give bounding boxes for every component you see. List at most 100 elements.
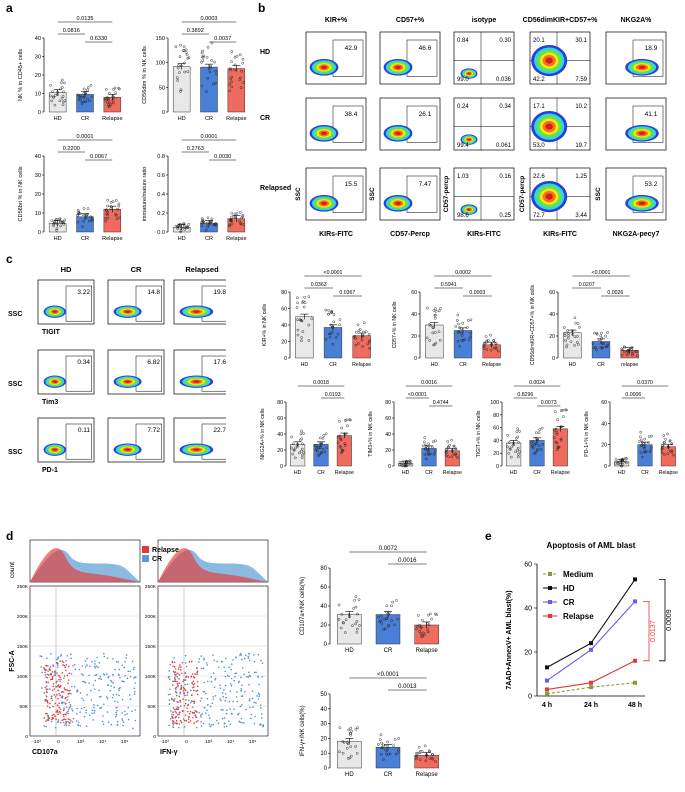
data-point — [90, 95, 94, 99]
event-cr — [56, 658, 58, 661]
event-cr — [205, 712, 207, 714]
data-point — [105, 100, 109, 104]
x-tick-label: CR — [597, 362, 605, 368]
y-axis-label: 7AAD+AnnexV+ AML blast(%) — [506, 590, 513, 689]
data-point — [536, 438, 539, 442]
data-point — [210, 59, 213, 62]
bar-hd — [172, 66, 191, 113]
event-cr — [92, 684, 95, 686]
event-relapse — [47, 714, 49, 717]
data-point — [397, 737, 400, 740]
data-point — [90, 216, 94, 219]
event-relapse — [66, 674, 69, 677]
event-cr — [244, 654, 247, 657]
data-point — [456, 339, 460, 343]
event-cr — [247, 676, 250, 678]
data-point — [637, 440, 641, 443]
event-cr — [93, 712, 95, 714]
data-point — [438, 338, 442, 342]
data-point — [51, 95, 55, 99]
data-point — [421, 444, 425, 448]
gate-percentage: 0.11 — [78, 427, 91, 434]
event-cr — [209, 705, 212, 708]
event-cr — [41, 687, 43, 689]
data-point — [319, 451, 323, 455]
significance-bracket — [643, 601, 650, 662]
event-cr — [235, 696, 238, 698]
event-relapse — [174, 708, 176, 711]
data-point — [418, 624, 421, 627]
y-tick-label: 40 — [385, 432, 391, 438]
data-point — [507, 441, 511, 444]
event-cr — [219, 684, 221, 686]
data-point — [59, 87, 63, 91]
event-cr — [94, 674, 96, 677]
event-cr — [111, 673, 114, 676]
data-point — [563, 332, 567, 335]
event-relapse — [197, 720, 199, 722]
data-point — [202, 54, 206, 58]
flow-row-label: Relapsed — [260, 185, 291, 192]
event-cr — [86, 694, 88, 696]
data-point — [52, 221, 56, 225]
event-cr — [207, 703, 209, 706]
data-point — [620, 464, 624, 468]
data-point — [345, 424, 349, 428]
data-point — [642, 450, 646, 454]
event-cr — [73, 685, 76, 688]
panel-label-c: c — [6, 252, 13, 266]
data-point — [179, 229, 183, 232]
event-cr — [70, 692, 72, 695]
event-cr — [116, 724, 118, 726]
gate-percentage: 26.1 — [419, 111, 432, 118]
data-point — [432, 309, 436, 312]
event-relapse — [172, 720, 175, 723]
data-point — [76, 220, 80, 224]
event-relapse — [57, 684, 59, 687]
data-point — [368, 339, 371, 343]
data-point — [434, 612, 437, 616]
event-cr — [106, 697, 109, 700]
event-cr — [212, 698, 215, 701]
data-point — [384, 744, 387, 748]
data-point — [300, 429, 303, 433]
series-point-hd — [589, 641, 593, 646]
event-cr — [214, 694, 217, 697]
event-relapse — [45, 664, 47, 667]
data-point — [341, 621, 345, 624]
flow-gate — [406, 39, 438, 77]
event-cr — [132, 668, 135, 671]
data-point — [401, 464, 404, 467]
event-relapse — [63, 687, 66, 689]
event-relapse — [179, 691, 182, 694]
flow-plot-frame — [379, 31, 441, 85]
data-point — [384, 752, 388, 756]
data-point — [378, 738, 382, 741]
y-tick-label: 20 — [281, 340, 287, 346]
data-point — [84, 92, 87, 96]
event-relapse — [57, 713, 59, 716]
event-relapse — [179, 669, 182, 671]
event-cr — [261, 713, 263, 715]
flow-x-axis-label: CD57-Percp — [390, 231, 430, 238]
data-point — [577, 343, 580, 346]
event-cr — [204, 692, 207, 695]
data-point — [228, 89, 232, 93]
data-point — [600, 331, 603, 335]
data-point — [356, 323, 360, 327]
event-relapse — [196, 685, 199, 688]
event-cr — [211, 702, 214, 705]
event-relapse — [57, 711, 59, 713]
data-point — [623, 350, 626, 354]
event-cr — [118, 668, 121, 671]
data-point — [90, 218, 93, 222]
data-point — [382, 618, 386, 621]
flow-column-title: CD57+% — [396, 17, 425, 24]
data-point — [174, 45, 178, 49]
event-cr — [251, 690, 254, 692]
event-relapse — [56, 709, 59, 712]
event-relapse — [44, 698, 47, 701]
y-axis-label: CD56dim % in NK cells — [142, 46, 148, 104]
data-point — [600, 337, 604, 340]
